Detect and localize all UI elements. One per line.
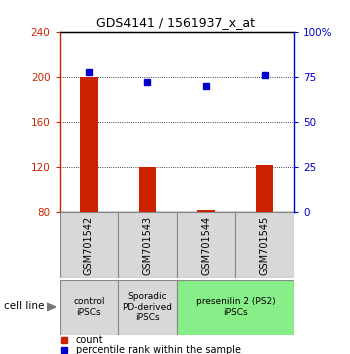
Text: percentile rank within the sample: percentile rank within the sample xyxy=(76,346,241,354)
Text: GSM701543: GSM701543 xyxy=(142,216,153,275)
Text: GSM701544: GSM701544 xyxy=(201,216,211,275)
Bar xyxy=(256,165,273,212)
Bar xyxy=(139,167,156,212)
Text: cell line: cell line xyxy=(4,301,44,311)
Bar xyxy=(60,212,118,278)
Text: Sporadic
PD-derived
iPSCs: Sporadic PD-derived iPSCs xyxy=(122,292,173,322)
Text: GSM701545: GSM701545 xyxy=(260,216,270,275)
Text: GSM701542: GSM701542 xyxy=(84,216,94,275)
Text: GDS4141 / 1561937_x_at: GDS4141 / 1561937_x_at xyxy=(96,16,254,29)
Bar xyxy=(118,280,177,335)
Bar xyxy=(118,212,177,278)
Bar xyxy=(80,77,98,212)
Bar xyxy=(60,280,118,335)
Bar xyxy=(235,212,294,278)
Polygon shape xyxy=(47,303,56,311)
Bar xyxy=(197,210,215,212)
Text: presenilin 2 (PS2)
iPSCs: presenilin 2 (PS2) iPSCs xyxy=(196,297,275,317)
Text: control
iPSCs: control iPSCs xyxy=(73,297,105,317)
Bar xyxy=(177,280,294,335)
Text: count: count xyxy=(76,335,104,345)
Bar xyxy=(177,212,235,278)
